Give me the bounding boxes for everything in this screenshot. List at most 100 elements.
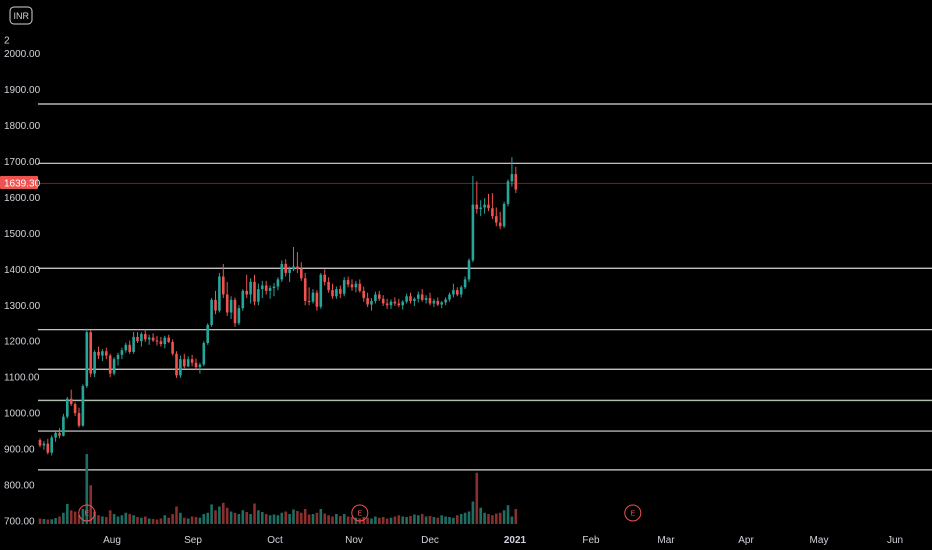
candle-body xyxy=(436,300,440,305)
candle-body xyxy=(471,204,475,261)
candle-body xyxy=(38,440,42,446)
volume-bar xyxy=(50,519,53,524)
volume-bars xyxy=(38,454,518,524)
price-tick: 700.00 xyxy=(4,516,35,527)
candle-body xyxy=(120,350,124,355)
candle-body xyxy=(350,284,354,288)
currency-badge[interactable]: INR xyxy=(9,6,33,25)
candle-body xyxy=(311,292,315,302)
volume-bar xyxy=(467,511,471,524)
price-tick: 1100.00 xyxy=(4,373,40,384)
volume-bar xyxy=(471,501,475,524)
price-tick: 800.00 xyxy=(4,480,35,491)
earnings-marker-ring xyxy=(624,504,642,522)
candle-body xyxy=(112,359,116,374)
volume-bar xyxy=(81,509,85,524)
earnings-marker-ring xyxy=(78,504,96,522)
candle-body xyxy=(245,290,248,295)
candle-body xyxy=(159,341,163,345)
price-tick: 900.00 xyxy=(4,445,35,456)
volume-bar xyxy=(159,518,163,524)
candle-body xyxy=(249,281,252,295)
candle-body xyxy=(475,204,479,209)
price-axis[interactable]: 700.00 800.00 900.00 1000.00 1100.00 1200.00 1… xyxy=(4,36,41,528)
volume-bar xyxy=(54,518,57,524)
earnings-marker[interactable]: E xyxy=(351,504,369,522)
time-axis[interactable]: Aug Sep Oct Nov Dec 2021 Feb Mar Apr May Jun xyxy=(103,535,903,546)
candle-body xyxy=(374,294,377,301)
volume-bar xyxy=(190,516,194,524)
candle-body xyxy=(495,216,498,223)
candle-body xyxy=(284,263,287,273)
candle-body xyxy=(401,301,404,306)
volume-bar xyxy=(280,512,284,524)
candle-body xyxy=(342,280,346,294)
volume-bar xyxy=(276,515,280,524)
candle-body xyxy=(491,208,494,217)
volume-bar xyxy=(120,515,124,524)
candle-body xyxy=(409,296,412,301)
volume-bar xyxy=(186,518,190,524)
candle-body xyxy=(97,351,100,356)
volume-bar xyxy=(374,516,377,524)
candle-body xyxy=(393,301,397,304)
volume-bar xyxy=(506,505,510,524)
volume-bar xyxy=(66,504,69,524)
volume-bar xyxy=(218,506,221,524)
candle-body xyxy=(366,298,369,305)
volume-bar xyxy=(73,511,77,524)
volume-bar xyxy=(459,514,463,524)
volume-bar xyxy=(245,512,248,524)
candle-body xyxy=(151,337,155,341)
candle-body xyxy=(124,344,128,351)
volume-bar xyxy=(424,516,428,524)
volume-bar xyxy=(206,512,209,524)
candle-body xyxy=(163,337,167,345)
volume-bar xyxy=(315,512,319,524)
volume-bar xyxy=(237,514,241,524)
volume-bar xyxy=(225,507,229,524)
volume-bar xyxy=(323,513,326,524)
currency-label: INR xyxy=(14,11,30,21)
volume-bar xyxy=(128,514,131,524)
volume-bar xyxy=(264,514,268,524)
volume-bar xyxy=(171,514,174,524)
earnings-marker[interactable]: E xyxy=(624,504,642,522)
volume-bar xyxy=(62,512,65,524)
candle-body xyxy=(202,343,206,365)
volume-bar xyxy=(175,506,178,524)
volume-bar xyxy=(475,472,479,524)
price-candles xyxy=(38,157,518,456)
volume-bar xyxy=(167,517,170,524)
candle-body xyxy=(463,279,467,288)
earnings-marker[interactable]: E xyxy=(78,504,96,522)
candle-body xyxy=(229,299,233,313)
candle-body xyxy=(300,268,303,279)
candle-body xyxy=(194,362,198,368)
volume-bar xyxy=(222,502,225,524)
candle-body xyxy=(58,432,61,436)
volume-bar xyxy=(413,514,416,524)
date-tick: Feb xyxy=(582,535,600,546)
volume-bar xyxy=(456,515,459,524)
volume-bar xyxy=(101,516,104,524)
price-tick: 1200.00 xyxy=(4,337,41,348)
volume-bar xyxy=(335,514,338,524)
candle-body xyxy=(413,298,416,301)
volume-bar xyxy=(350,517,354,524)
candle-body xyxy=(339,289,342,294)
candle-body xyxy=(506,181,510,204)
candle-body xyxy=(218,276,221,311)
volume-bar xyxy=(405,517,408,524)
candle-body xyxy=(198,364,202,368)
candle-body xyxy=(381,298,385,304)
candle-body xyxy=(424,298,428,300)
earnings-marker-ring xyxy=(351,504,369,522)
earnings-marker-label: E xyxy=(630,511,635,518)
candle-body xyxy=(210,299,213,326)
volume-bar xyxy=(249,514,252,524)
candle-body xyxy=(54,432,57,438)
volume-bar xyxy=(440,515,443,524)
